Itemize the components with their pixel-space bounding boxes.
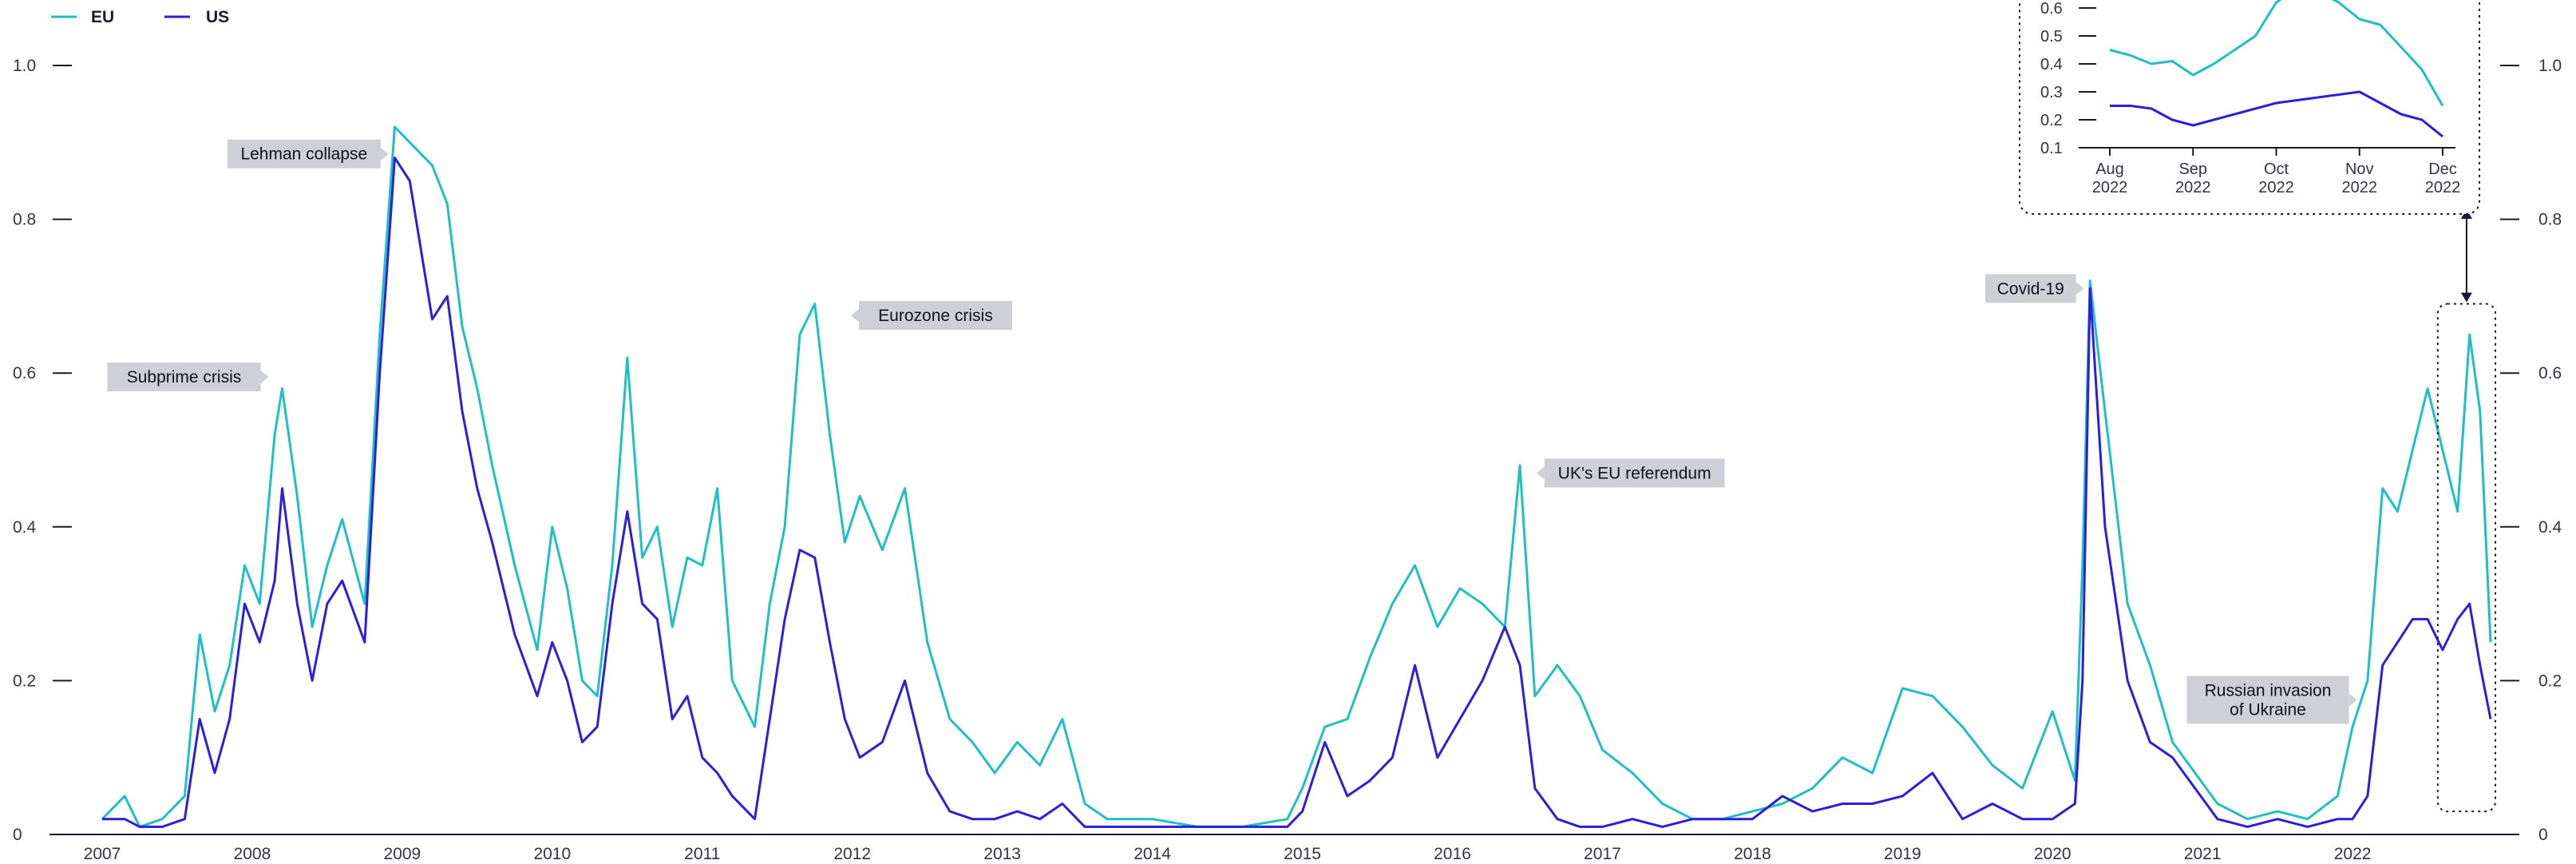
- y-tick-label-right: 0.2: [2538, 672, 2562, 690]
- x-tick-label: 2021: [2184, 845, 2222, 863]
- x-tick-label: 2009: [384, 845, 421, 863]
- annotation-callout: Covid-19: [1984, 274, 2084, 303]
- annotation-pointer: [260, 371, 269, 384]
- highlight-layer: [2436, 209, 2497, 813]
- annotation-callout: Eurozone crisis: [850, 300, 1012, 330]
- y-tick-label-left: 0.2: [13, 672, 36, 690]
- annotation-label: Lehman collapse: [240, 145, 367, 164]
- x-tick-label: 2008: [234, 845, 271, 863]
- x-tick-label: 2020: [2034, 845, 2071, 863]
- series-line-eu: [101, 125, 2492, 828]
- y-tick-label-right: 0: [2538, 826, 2548, 844]
- inset-y-tick-label: 0.2: [2040, 112, 2063, 129]
- inset-x-tick-label: Aug: [2095, 161, 2124, 178]
- x-tick-label: 2007: [84, 845, 121, 863]
- annotation-pointer: [380, 147, 389, 161]
- x-tick-label: 2011: [684, 845, 720, 863]
- annotation-label: Eurozone crisis: [878, 307, 993, 325]
- legend: EU US: [51, 8, 229, 26]
- y-tick-label-left: 0.4: [13, 518, 37, 537]
- y-tick-label-right: 0.6: [2538, 364, 2562, 382]
- y-tick-label-right: 0.4: [2538, 518, 2562, 537]
- annotation-box: [1544, 458, 1725, 488]
- highlight-window: [2436, 303, 2497, 813]
- annotation-pointer: [850, 308, 859, 322]
- x-tick-label: 2010: [533, 845, 571, 863]
- x-tick-label: 2012: [833, 845, 871, 863]
- x-tick-label: 2014: [1134, 845, 1171, 863]
- legend-label-us: US: [206, 8, 229, 26]
- y-tick-label-right: 1.0: [2538, 57, 2562, 75]
- inset-frame: [2019, 0, 2480, 215]
- x-tick-label: 2016: [1434, 845, 1471, 863]
- annotation-label: UK's EU referendum: [1558, 464, 1711, 482]
- annotation-box: [1984, 274, 2076, 303]
- axes: 0 0 0.2 0.2 0.4 0.4 0.6 0.6 0.8 0.8 1.0 1.0 2007 2008…: [13, 57, 2562, 863]
- inset-series-line-eu: [2109, 0, 2444, 107]
- inset-y-tick-label: 0.4: [2040, 56, 2063, 73]
- inset-x-tick-label: Oct: [2264, 161, 2289, 178]
- annotation-layer: Lehman collapse Subprime crisis Eurozone c…: [107, 139, 2357, 724]
- x-tick-label: 2017: [1584, 845, 1621, 863]
- annotation-label: Subprime crisis: [127, 368, 242, 386]
- inset-y-tick-label: 0.6: [2040, 0, 2063, 18]
- inset-x-tick-label: 2022: [2092, 179, 2128, 196]
- inset-x-tick-label: Nov: [2345, 161, 2374, 178]
- y-tick-label-left: 0.6: [13, 364, 36, 382]
- annotation-callout: UK's EU referendum: [1536, 458, 1725, 488]
- x-tick-label: 2013: [983, 845, 1021, 863]
- legend-label-eu: EU: [91, 8, 114, 26]
- y-tick-label-right: 0.8: [2538, 211, 2562, 229]
- y-tick-label-left: 0: [13, 826, 22, 844]
- inset-x-tick-label: 2022: [2175, 179, 2211, 196]
- x-tick-label: 2015: [1284, 845, 1321, 863]
- inset-y-tick-label: 0.1: [2040, 140, 2063, 157]
- x-tick-label: 2019: [1884, 845, 1921, 863]
- x-tick-label: 2022: [2334, 845, 2372, 863]
- annotation-label: Covid-19: [1997, 279, 2064, 298]
- annotation-label: Russian invasion: [2205, 681, 2332, 700]
- inset-x-tick-label: Dec: [2428, 161, 2457, 178]
- inset-y-tick-label: 0.3: [2040, 84, 2063, 101]
- inset-x-tick-label: 2022: [2258, 179, 2294, 196]
- annotation-callout: Lehman collapse: [227, 139, 389, 168]
- connector-arrow-down-icon: [2460, 292, 2472, 303]
- inset-x-tick-label: 2022: [2342, 179, 2378, 196]
- series-layer: [101, 125, 2492, 828]
- inset-chart: 0.10.20.30.40.50.6Aug2022Sep2022Oct2022N…: [2019, 0, 2480, 215]
- annotation-pointer: [1536, 466, 1545, 480]
- annotation-callout: Subprime crisis: [107, 363, 269, 392]
- annotation-box: [2186, 676, 2349, 724]
- annotation-pointer: [2348, 693, 2357, 707]
- series-line-us: [102, 157, 2492, 828]
- inset-y-tick-label: 0.5: [2040, 28, 2063, 46]
- annotation-box: [227, 139, 381, 168]
- inset-series-line-us: [2110, 90, 2443, 138]
- y-tick-label-left: 0.8: [13, 211, 36, 229]
- annotation-box: [858, 300, 1012, 330]
- inset-x-tick-label: 2022: [2425, 179, 2461, 196]
- inset-x-tick-label: Sep: [2178, 161, 2207, 178]
- annotation-box: [107, 363, 261, 392]
- y-tick-label-left: 1.0: [13, 57, 36, 75]
- annotation-label: of Ukraine: [2230, 700, 2306, 719]
- x-tick-label: 2018: [1734, 845, 1771, 863]
- annotation-pointer: [2075, 282, 2084, 295]
